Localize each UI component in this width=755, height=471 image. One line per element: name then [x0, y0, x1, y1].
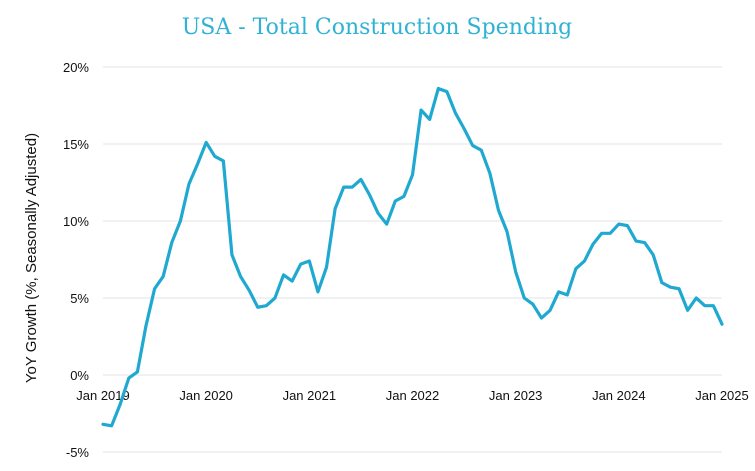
x-tick-label: Jan 2025: [695, 388, 749, 403]
x-tick-label: Jan 2023: [489, 388, 543, 403]
x-tick-label: Jan 2019: [76, 388, 130, 403]
y-tick-label: -5%: [66, 445, 90, 460]
x-tick-label: Jan 2022: [386, 388, 440, 403]
series-group: [101, 86, 724, 428]
x-tick-labels: Jan 2019 Jan 2020 Jan 2021 Jan 2022 Jan 2023…: [76, 388, 749, 403]
chart-title: USA - Total Construction Spending: [182, 15, 573, 40]
y-tick-labels: -5% 0% 5% 10% 15% 20%: [63, 60, 89, 460]
y-tick-label: 20%: [63, 60, 89, 75]
y-tick-label: 5%: [70, 291, 89, 306]
series-line: [101, 86, 724, 428]
y-tick-label: 10%: [63, 214, 89, 229]
x-tick-label: Jan 2021: [283, 388, 337, 403]
y-tick-label: 0%: [70, 368, 89, 383]
x-tick-label: Jan 2020: [179, 388, 233, 403]
x-tick-label: Jan 2024: [592, 388, 646, 403]
y-axis-label: YoY Growth (%, Seasonally Adjusted): [23, 133, 40, 383]
y-tick-label: 15%: [63, 137, 89, 152]
